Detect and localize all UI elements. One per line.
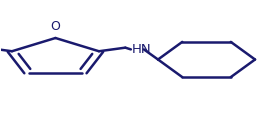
Text: HN: HN <box>132 43 152 56</box>
Text: O: O <box>50 20 60 33</box>
